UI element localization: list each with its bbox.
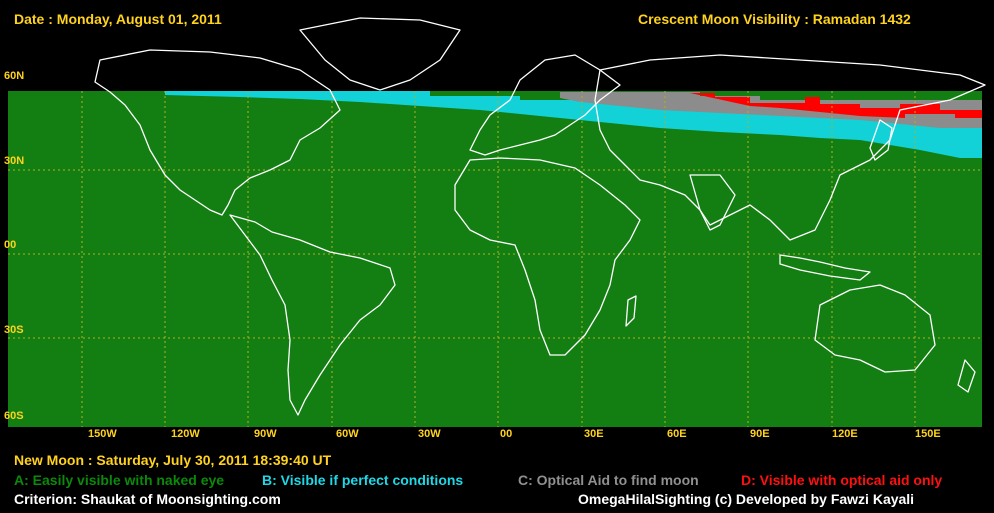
new-moon-info: New Moon : Saturday, July 30, 2011 18:39… (14, 452, 332, 468)
indonesia-outline (779, 254, 871, 281)
lon-label-150w: 150W (88, 428, 117, 440)
legend-a: A: Easily visible with naked eye (14, 472, 225, 488)
lat-label-30n: 30N (4, 155, 25, 167)
asia-outline (594, 54, 986, 241)
legend-c: C: Optical Aid to find moon (518, 472, 699, 488)
continent-outlines (94, 17, 986, 416)
map-title: Crescent Moon Visibility : Ramadan 1432 (638, 11, 911, 27)
north-america-outline (94, 49, 341, 216)
lat-label-30s: 30S (4, 324, 24, 336)
lon-label-30w: 30W (418, 428, 441, 440)
criterion-info: Criterion: Shaukat of Moonsighting.com (14, 491, 281, 507)
lon-label-90w: 90W (254, 428, 277, 440)
new-zealand-outline (957, 359, 976, 393)
lat-label-00: 00 (4, 239, 17, 251)
lon-label-60w: 60W (336, 428, 359, 440)
lat-label-60n: 60N (4, 70, 25, 82)
lon-label-90e: 90E (750, 428, 770, 440)
lat-label-60s: 60S (4, 410, 24, 422)
europe-outline (469, 54, 621, 156)
lon-label-00: 00 (500, 428, 513, 440)
australia-outline (814, 284, 936, 373)
grid-lines (8, 91, 982, 427)
lon-label-60e: 60E (667, 428, 687, 440)
credit-info: OmegaHilalSighting (c) Developed by Fawz… (578, 491, 915, 507)
lon-label-120w: 120W (171, 428, 200, 440)
africa-outline (454, 157, 641, 356)
lon-label-120e: 120E (832, 428, 858, 440)
greenland-outline (299, 17, 461, 91)
lon-label-150e: 150E (915, 428, 941, 440)
legend-d: D: Visible with optical aid only (741, 472, 943, 488)
map-date: Date : Monday, August 01, 2011 (14, 11, 222, 27)
india-outline (689, 174, 736, 231)
zone-a-area (8, 91, 982, 427)
legend-b: B: Visible if perfect conditions (262, 472, 464, 488)
zone-d-area (690, 93, 982, 118)
japan-outline (869, 119, 893, 161)
south-america-outline (229, 214, 396, 416)
lon-label-30e: 30E (584, 428, 604, 440)
madagascar-outline (625, 295, 637, 327)
